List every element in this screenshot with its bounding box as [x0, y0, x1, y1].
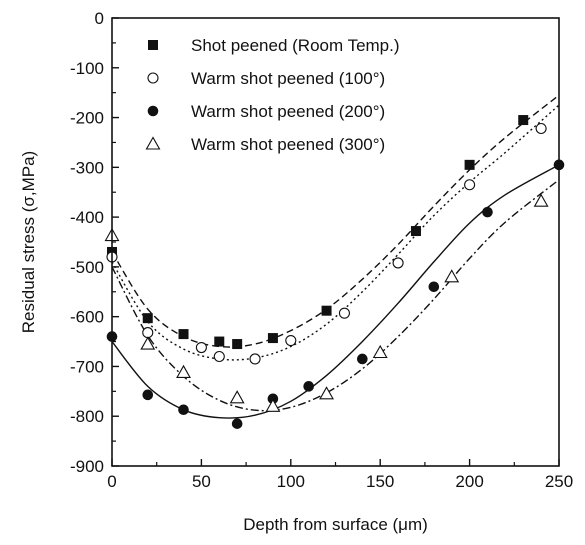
- x-axis-title: Depth from surface (μm): [243, 515, 428, 534]
- data-point-series-4: [372, 344, 388, 359]
- y-tick-label: -900: [70, 457, 104, 476]
- y-tick-label: -200: [70, 109, 104, 128]
- x-tick-label: 100: [277, 472, 305, 491]
- data-point-series-2: [464, 179, 476, 191]
- y-tick-label: -400: [70, 208, 104, 227]
- data-point-series-1: [178, 329, 189, 340]
- y-tick-label: -100: [70, 59, 104, 78]
- data-points-layer: [104, 115, 565, 429]
- fit-line-series-3: [111, 164, 560, 419]
- data-point-series-3: [178, 404, 189, 416]
- data-point-series-3: [357, 353, 368, 365]
- legend-marker-2: [147, 72, 159, 84]
- legend-label-3: Warm shot peened (200°): [191, 102, 385, 121]
- data-point-series-3: [142, 389, 154, 401]
- legend-label-4: Warm shot peened (300°): [191, 135, 385, 154]
- x-tick-label: 150: [366, 472, 394, 491]
- data-point-series-3: [428, 281, 440, 293]
- legend-marker-1: [148, 40, 158, 50]
- data-point-series-4: [229, 390, 245, 404]
- data-point-series-2: [195, 341, 207, 354]
- data-point-series-4: [140, 336, 156, 350]
- data-point-series-4: [444, 269, 460, 283]
- data-point-series-4: [176, 364, 191, 378]
- fit-line-series-2: [111, 104, 560, 361]
- axes-layer: 0 50 100 150 200 250 0 -100 -200 -300 -400 -500 -600…: [70, 9, 573, 491]
- data-point-series-1: [410, 226, 421, 237]
- y-tick-label: -600: [70, 308, 104, 327]
- data-point-series-1: [214, 336, 225, 347]
- data-point-series-2: [285, 335, 297, 347]
- x-tick-label: 250: [545, 472, 573, 491]
- legend-label-2: Warm shot peened (100°): [191, 69, 385, 88]
- y-axis-title: Residual stress (σ,MPa): [19, 151, 38, 333]
- data-point-series-4: [533, 193, 549, 207]
- data-point-series-1: [267, 333, 278, 344]
- data-point-series-4: [265, 398, 281, 412]
- data-point-series-4: [319, 386, 335, 400]
- data-point-series-3: [303, 381, 314, 392]
- x-tick-label: 50: [192, 472, 211, 491]
- x-tick-label: 200: [455, 472, 483, 491]
- data-point-series-3: [482, 206, 493, 218]
- y-tick-label: -800: [70, 407, 104, 426]
- y-tick-label: -500: [70, 258, 104, 277]
- data-point-series-1: [464, 159, 475, 170]
- legend: Shot peened (Room Temp.) Warm shot peened…: [145, 36, 400, 154]
- data-point-series-2: [338, 307, 350, 319]
- y-tick-label: 0: [95, 9, 104, 28]
- y-tick-label: -700: [70, 357, 104, 376]
- data-point-series-2: [249, 353, 261, 365]
- legend-marker-3: [147, 105, 159, 117]
- y-tick-label: -300: [70, 158, 104, 177]
- data-point-series-2: [392, 257, 404, 269]
- data-point-series-1: [232, 339, 243, 350]
- data-point-series-2: [142, 327, 154, 339]
- data-point-series-1: [518, 115, 529, 126]
- legend-marker-4: [145, 136, 161, 150]
- data-point-series-2: [535, 122, 547, 135]
- data-point-series-1: [321, 305, 332, 316]
- fit-line-series-1: [111, 94, 560, 348]
- data-point-series-1: [142, 313, 153, 324]
- legend-label-1: Shot peened (Room Temp.): [191, 36, 400, 55]
- data-point-series-2: [213, 350, 225, 363]
- data-point-series-3: [231, 418, 243, 429]
- x-tick-label: 0: [107, 472, 116, 491]
